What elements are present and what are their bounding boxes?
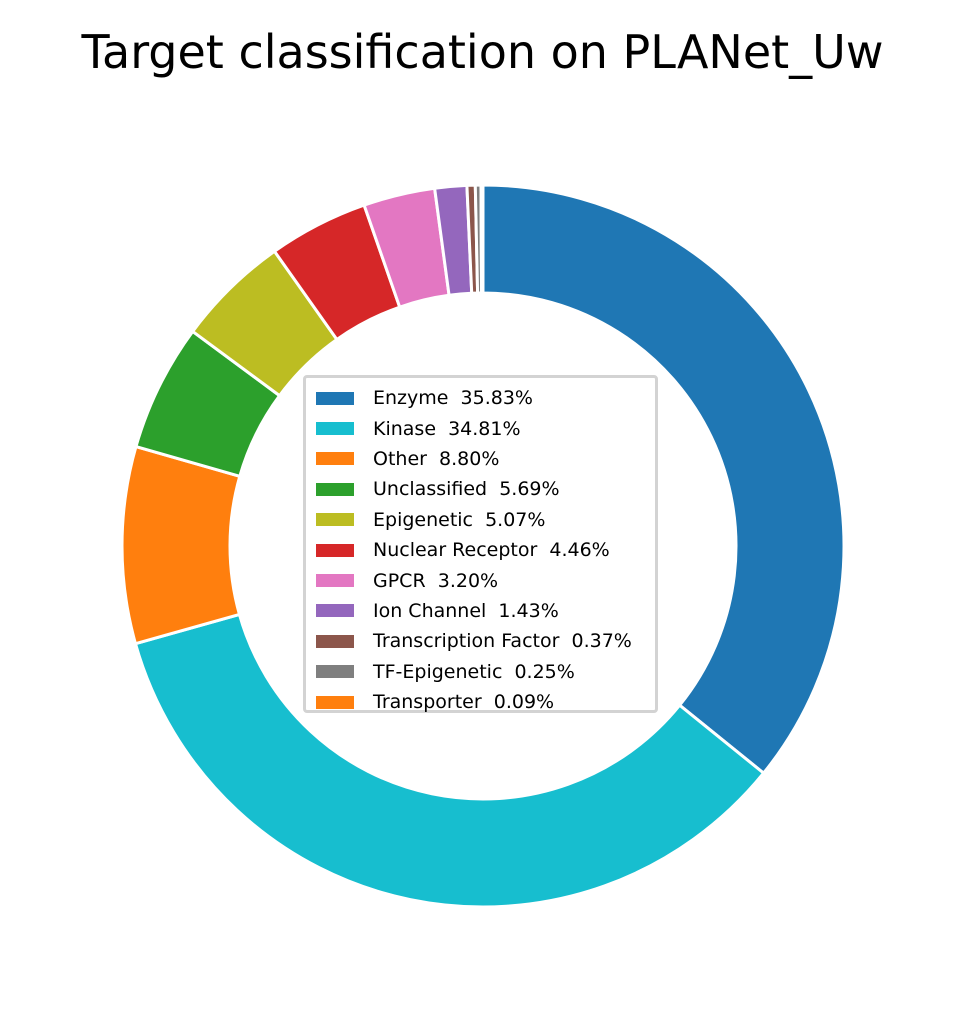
legend-label: Epigenetic 5.07% (373, 508, 546, 531)
legend-label: Other 8.80% (373, 447, 500, 470)
legend-swatch (316, 513, 354, 527)
legend-item-nuclear-receptor: Nuclear Receptor 4.46% (306, 535, 655, 565)
legend-item-epigenetic: Epigenetic 5.07% (306, 505, 655, 535)
legend-item-other: Other 8.80% (306, 444, 655, 474)
legend-label: Transporter 0.09% (373, 691, 555, 714)
legend-item-transcription-factor: Transcription Factor 0.37% (306, 626, 655, 656)
legend-swatch (316, 482, 354, 496)
legend-swatch (316, 695, 354, 709)
legend-item-unclassified: Unclassified 5.69% (306, 474, 655, 504)
legend-swatch (316, 391, 354, 405)
slice-transporter (479, 183, 485, 295)
chart-title: Target classification on PLANet_Uw (81, 25, 884, 79)
legend-item-tf-epigenetic: TF-Epigenetic 0.25% (306, 657, 655, 687)
legend-swatch (316, 574, 354, 588)
legend-item-enzyme: Enzyme 35.83% (306, 383, 655, 413)
legend-item-gpcr: GPCR 3.20% (306, 565, 655, 595)
legend-label: Ion Channel 1.43% (373, 599, 559, 622)
legend-item-transporter: Transporter 0.09% (306, 687, 655, 717)
legend-item-ion-channel: Ion Channel 1.43% (306, 596, 655, 626)
legend-swatch (316, 422, 354, 436)
legend-swatch (316, 452, 354, 466)
legend-swatch (316, 543, 354, 557)
legend-label: Transcription Factor 0.37% (373, 630, 632, 653)
slice-kinase (133, 612, 766, 909)
legend-label: Kinase 34.81% (373, 417, 521, 440)
legend-item-kinase: Kinase 34.81% (306, 413, 655, 443)
slice-enzyme (481, 183, 846, 776)
legend-label: Unclassified 5.69% (373, 478, 560, 501)
legend-label: Nuclear Receptor 4.46% (373, 539, 610, 562)
legend-label: TF-Epigenetic 0.25% (373, 660, 575, 683)
legend: Enzyme 35.83% Kinase 34.81% Other 8.80% Unc… (303, 375, 658, 713)
legend-swatch (316, 665, 354, 679)
slice-other (120, 444, 242, 646)
legend-label: GPCR 3.20% (373, 569, 499, 592)
legend-label: Enzyme 35.83% (373, 387, 533, 410)
legend-swatch (316, 634, 354, 648)
legend-swatch (316, 604, 354, 618)
